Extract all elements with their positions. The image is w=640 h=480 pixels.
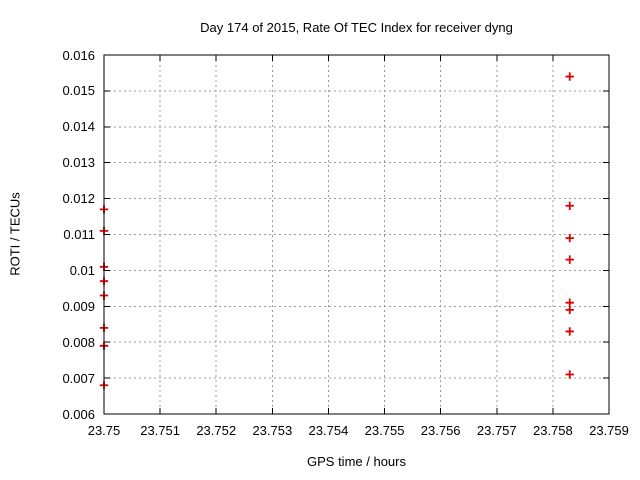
y-tick-label: 0.012 bbox=[62, 191, 95, 207]
data-point-marker bbox=[565, 201, 574, 210]
x-tick-label: 23.75 bbox=[87, 423, 121, 438]
data-point-marker bbox=[565, 305, 574, 315]
x-tick-label: 23.754 bbox=[308, 423, 349, 438]
plot-border bbox=[103, 54, 610, 415]
y-tick-label: 0.013 bbox=[62, 155, 95, 171]
y-tick-label: 0.007 bbox=[62, 370, 95, 386]
data-point-marker bbox=[565, 233, 574, 243]
y-tick-label: 0.009 bbox=[62, 298, 95, 314]
x-tick-label: 23.756 bbox=[420, 423, 461, 438]
data-point-marker bbox=[565, 72, 574, 81]
y-tick-label: 0.01 bbox=[69, 262, 95, 278]
x-tick-label: 23.751 bbox=[140, 423, 180, 438]
y-tick-label: 0.006 bbox=[62, 406, 95, 422]
data-point-marker bbox=[565, 255, 574, 264]
y-tick-label: 0.014 bbox=[62, 119, 95, 135]
data-point-marker bbox=[565, 327, 574, 336]
x-tick-label: 23.758 bbox=[532, 423, 573, 438]
y-tick-label: 0.015 bbox=[62, 83, 95, 99]
x-tick-label: 23.755 bbox=[364, 423, 405, 438]
y-tick-label: 0.008 bbox=[62, 334, 95, 350]
x-tick-label: 23.752 bbox=[196, 423, 237, 438]
x-tick-label: 23.757 bbox=[476, 423, 517, 438]
chart-title: Day 174 of 2015, Rate Of TEC Index for r… bbox=[200, 20, 513, 35]
data-point-marker bbox=[565, 298, 574, 307]
y-tick-label: 0.011 bbox=[63, 227, 95, 242]
x-tick-label: 23.759 bbox=[589, 423, 629, 438]
x-tick-label: 23.753 bbox=[252, 423, 293, 438]
data-point-marker bbox=[565, 370, 574, 379]
x-axis-label: GPS time / hours bbox=[307, 454, 406, 469]
y-tick-label: 0.016 bbox=[62, 47, 95, 63]
